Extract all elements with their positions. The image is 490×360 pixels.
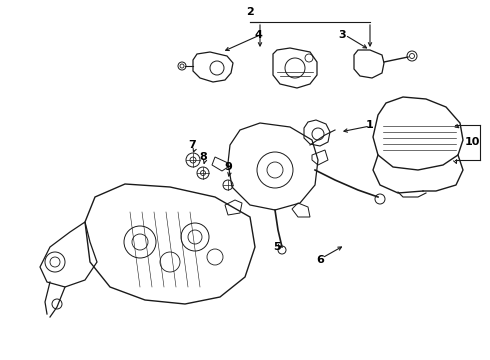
Text: 9: 9 xyxy=(224,162,232,172)
Text: 3: 3 xyxy=(338,30,346,40)
Text: 1: 1 xyxy=(366,120,374,130)
Text: 2: 2 xyxy=(246,7,254,17)
Text: 10: 10 xyxy=(465,137,480,147)
Text: 7: 7 xyxy=(188,140,196,150)
Text: 6: 6 xyxy=(316,255,324,265)
Text: 8: 8 xyxy=(199,152,207,162)
Text: 4: 4 xyxy=(254,30,262,40)
Text: 5: 5 xyxy=(273,242,281,252)
